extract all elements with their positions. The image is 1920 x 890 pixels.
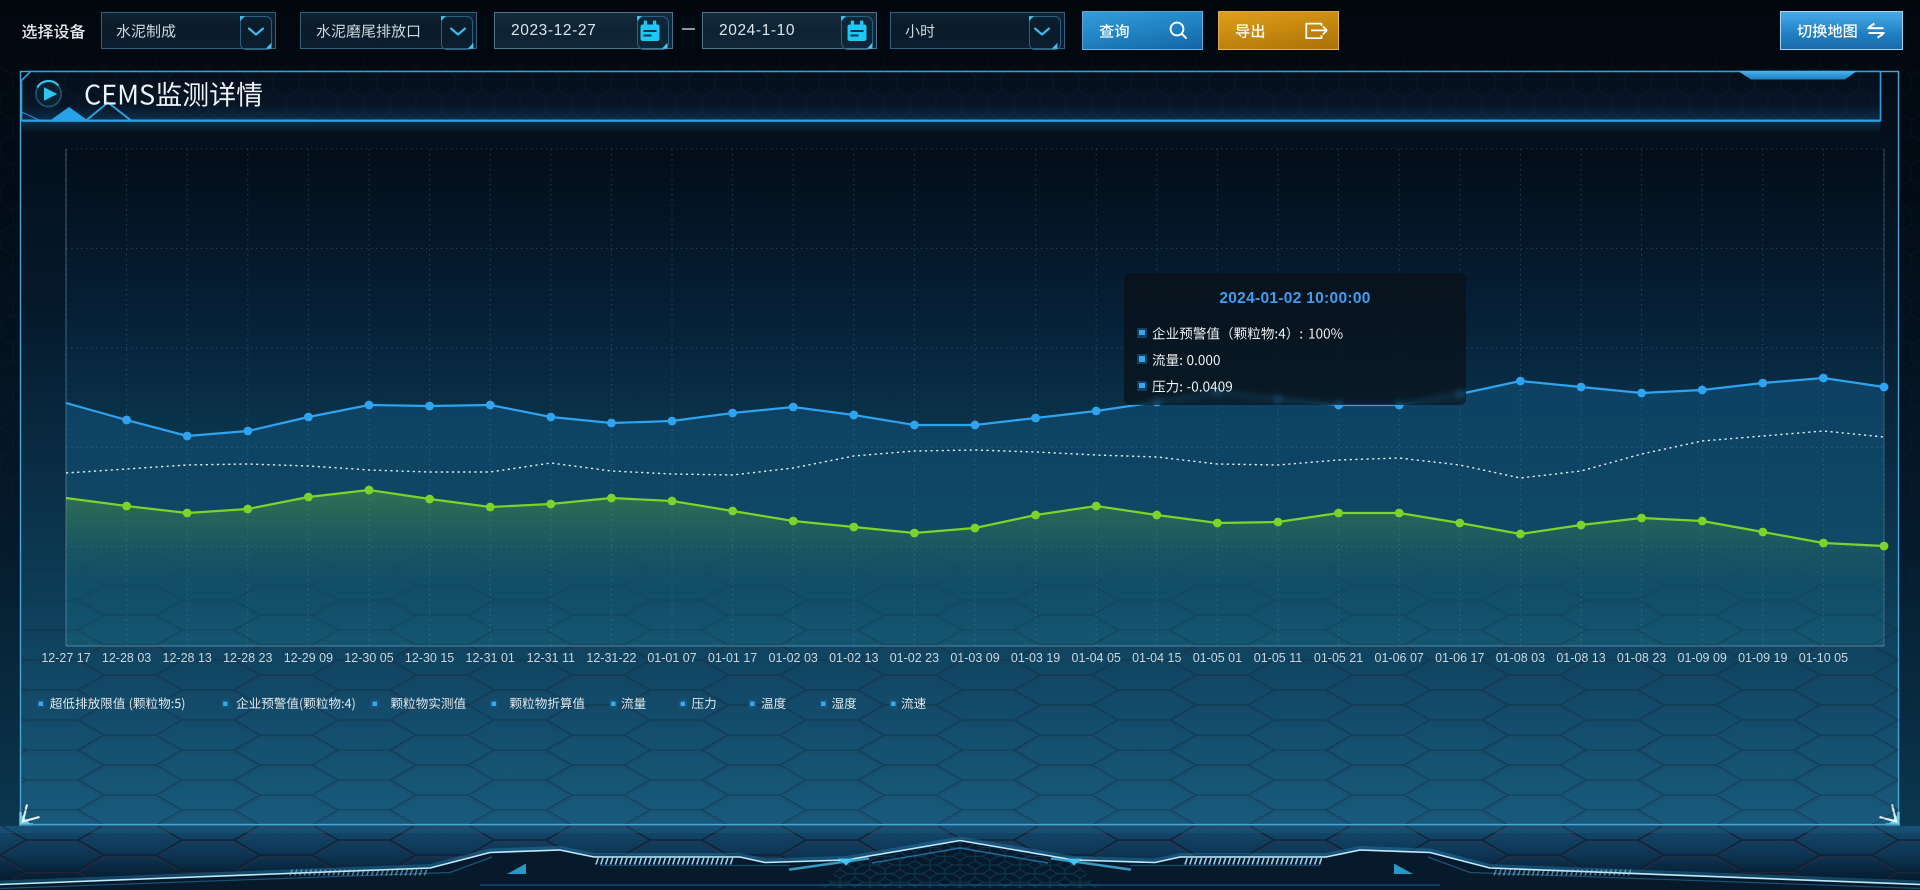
- svg-text:12-28 03: 12-28 03: [102, 651, 151, 665]
- svg-text:01-01 17: 01-01 17: [708, 651, 757, 665]
- svg-text:01-09 19: 01-09 19: [1738, 651, 1787, 665]
- svg-text:01-05 01: 01-05 01: [1193, 651, 1242, 665]
- svg-text:12-27 17: 12-27 17: [41, 651, 90, 665]
- svg-text:12-29 09: 12-29 09: [284, 651, 333, 665]
- svg-text:01-06 17: 01-06 17: [1435, 651, 1484, 665]
- svg-text:01-04 15: 01-04 15: [1132, 651, 1181, 665]
- svg-text:01-02 23: 01-02 23: [890, 651, 939, 665]
- svg-text:12-31 11: 12-31 11: [527, 651, 575, 665]
- svg-text:12-30 05: 12-30 05: [344, 651, 393, 665]
- svg-text:01-06 07: 01-06 07: [1375, 651, 1424, 665]
- svg-text:12-28 23: 12-28 23: [223, 651, 272, 665]
- svg-text:12-30 15: 12-30 15: [405, 651, 454, 665]
- svg-text:01-04 05: 01-04 05: [1072, 651, 1121, 665]
- svg-text:01-09 09: 01-09 09: [1678, 651, 1727, 665]
- svg-text:01-08 23: 01-08 23: [1617, 651, 1666, 665]
- svg-text:01-08 13: 01-08 13: [1556, 651, 1605, 665]
- svg-text:01-01 07: 01-01 07: [647, 651, 696, 665]
- svg-text:01-02 03: 01-02 03: [769, 651, 818, 665]
- svg-text:12-31 01: 12-31 01: [466, 651, 515, 665]
- svg-text:12-28 13: 12-28 13: [163, 651, 212, 665]
- svg-text:01-02 13: 01-02 13: [829, 651, 878, 665]
- svg-text:01-03 09: 01-03 09: [950, 651, 999, 665]
- svg-text:12-31-22: 12-31-22: [586, 651, 636, 665]
- svg-text:01-08 03: 01-08 03: [1496, 651, 1545, 665]
- svg-text:01-03 19: 01-03 19: [1011, 651, 1060, 665]
- svg-text:01-10 05: 01-10 05: [1799, 651, 1848, 665]
- svg-text:01-05 21: 01-05 21: [1314, 651, 1363, 665]
- svg-text:01-05 11: 01-05 11: [1254, 651, 1302, 665]
